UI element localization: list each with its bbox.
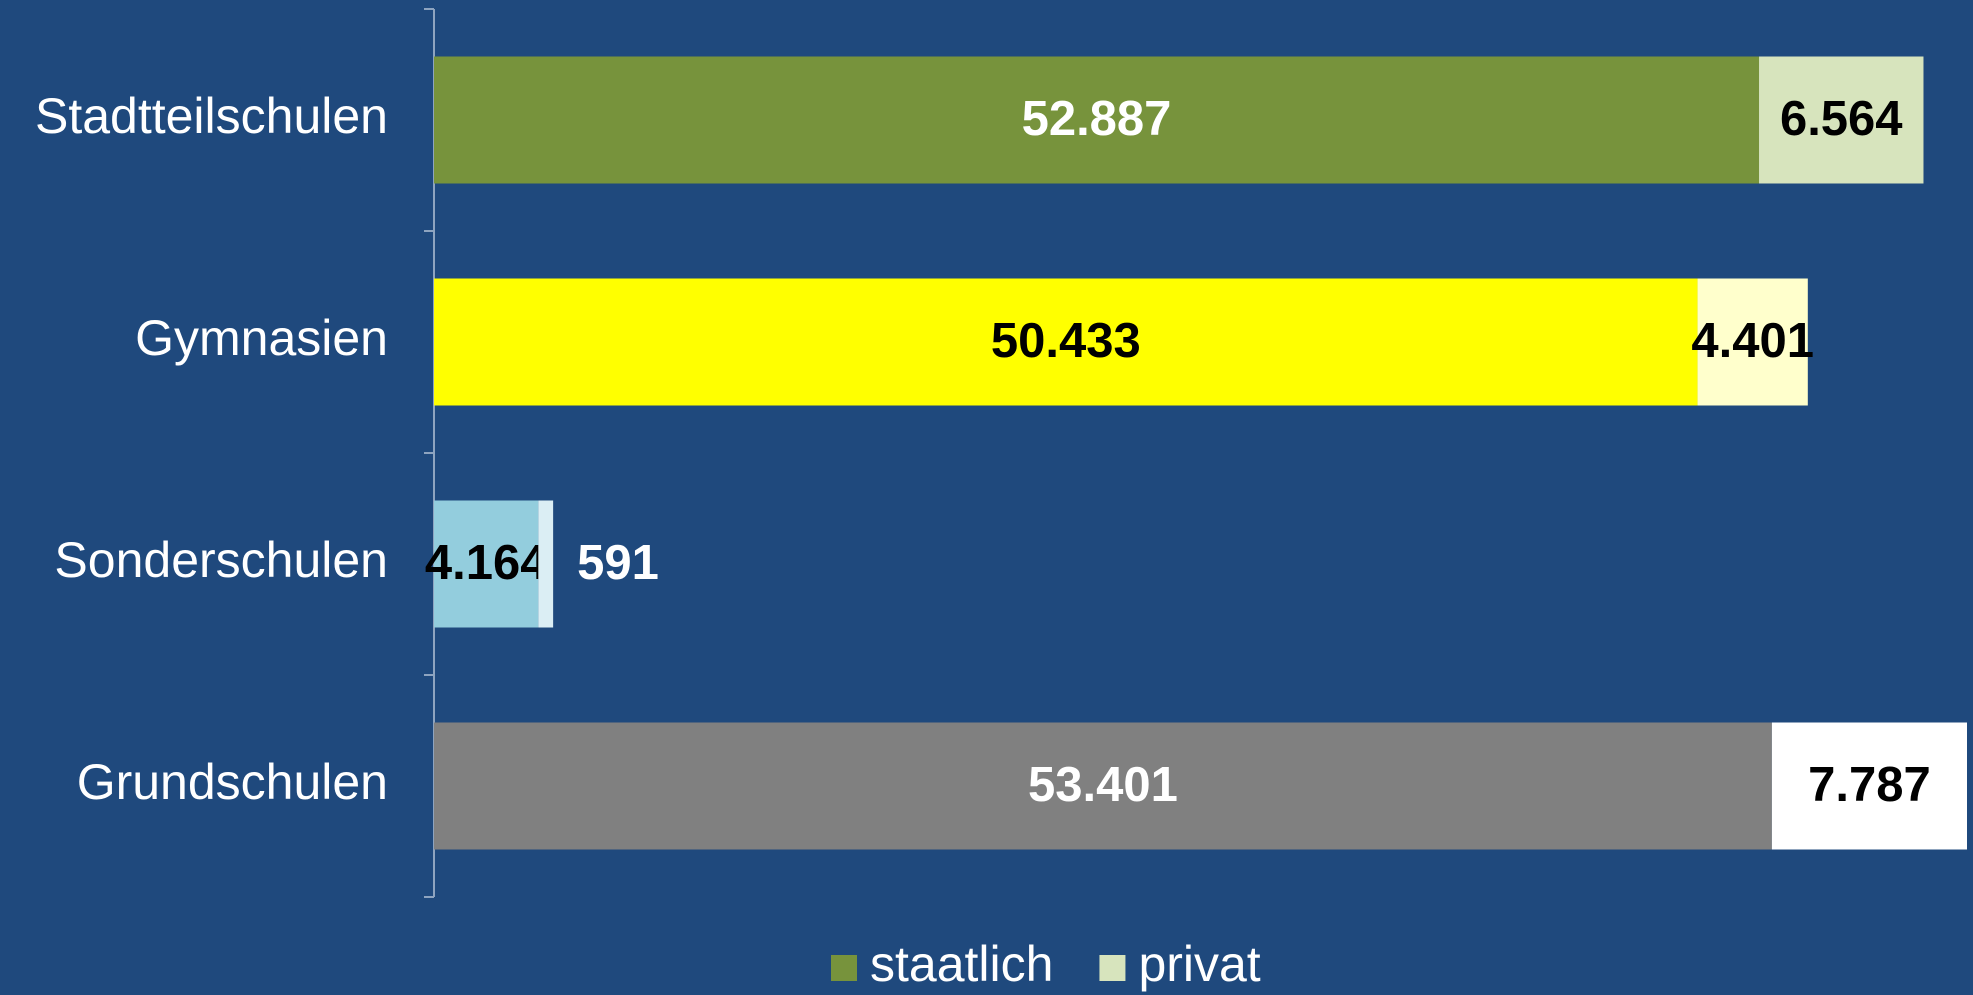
bar-segment — [538, 500, 554, 628]
data-label: 591 — [577, 536, 659, 590]
bar-segment — [434, 56, 1760, 184]
bar-segment — [434, 278, 1698, 406]
data-label: 53.401 — [1028, 758, 1178, 812]
data-label: 4.401 — [1691, 314, 1814, 368]
data-label: 52.887 — [1022, 92, 1172, 146]
legend-swatch — [831, 955, 857, 981]
legend-label: privat — [1138, 936, 1260, 992]
bar-segment — [1697, 278, 1808, 406]
category-label: Stadtteilschulen — [35, 88, 388, 144]
data-label: 50.433 — [991, 314, 1141, 368]
data-label: 4.164 — [425, 536, 548, 590]
bar-segment — [434, 722, 1772, 850]
legend-label: staatlich — [870, 936, 1053, 992]
category-label: Gymnasien — [135, 310, 388, 366]
bar-segment — [1771, 722, 1967, 850]
bar-segment — [1759, 56, 1924, 184]
bar-segment — [434, 500, 539, 628]
category-label: Grundschulen — [77, 754, 388, 810]
data-label: 7.787 — [1808, 758, 1931, 812]
legend-swatch — [1099, 955, 1126, 981]
category-label: Sonderschulen — [54, 532, 388, 588]
data-label: 6.564 — [1780, 92, 1903, 146]
